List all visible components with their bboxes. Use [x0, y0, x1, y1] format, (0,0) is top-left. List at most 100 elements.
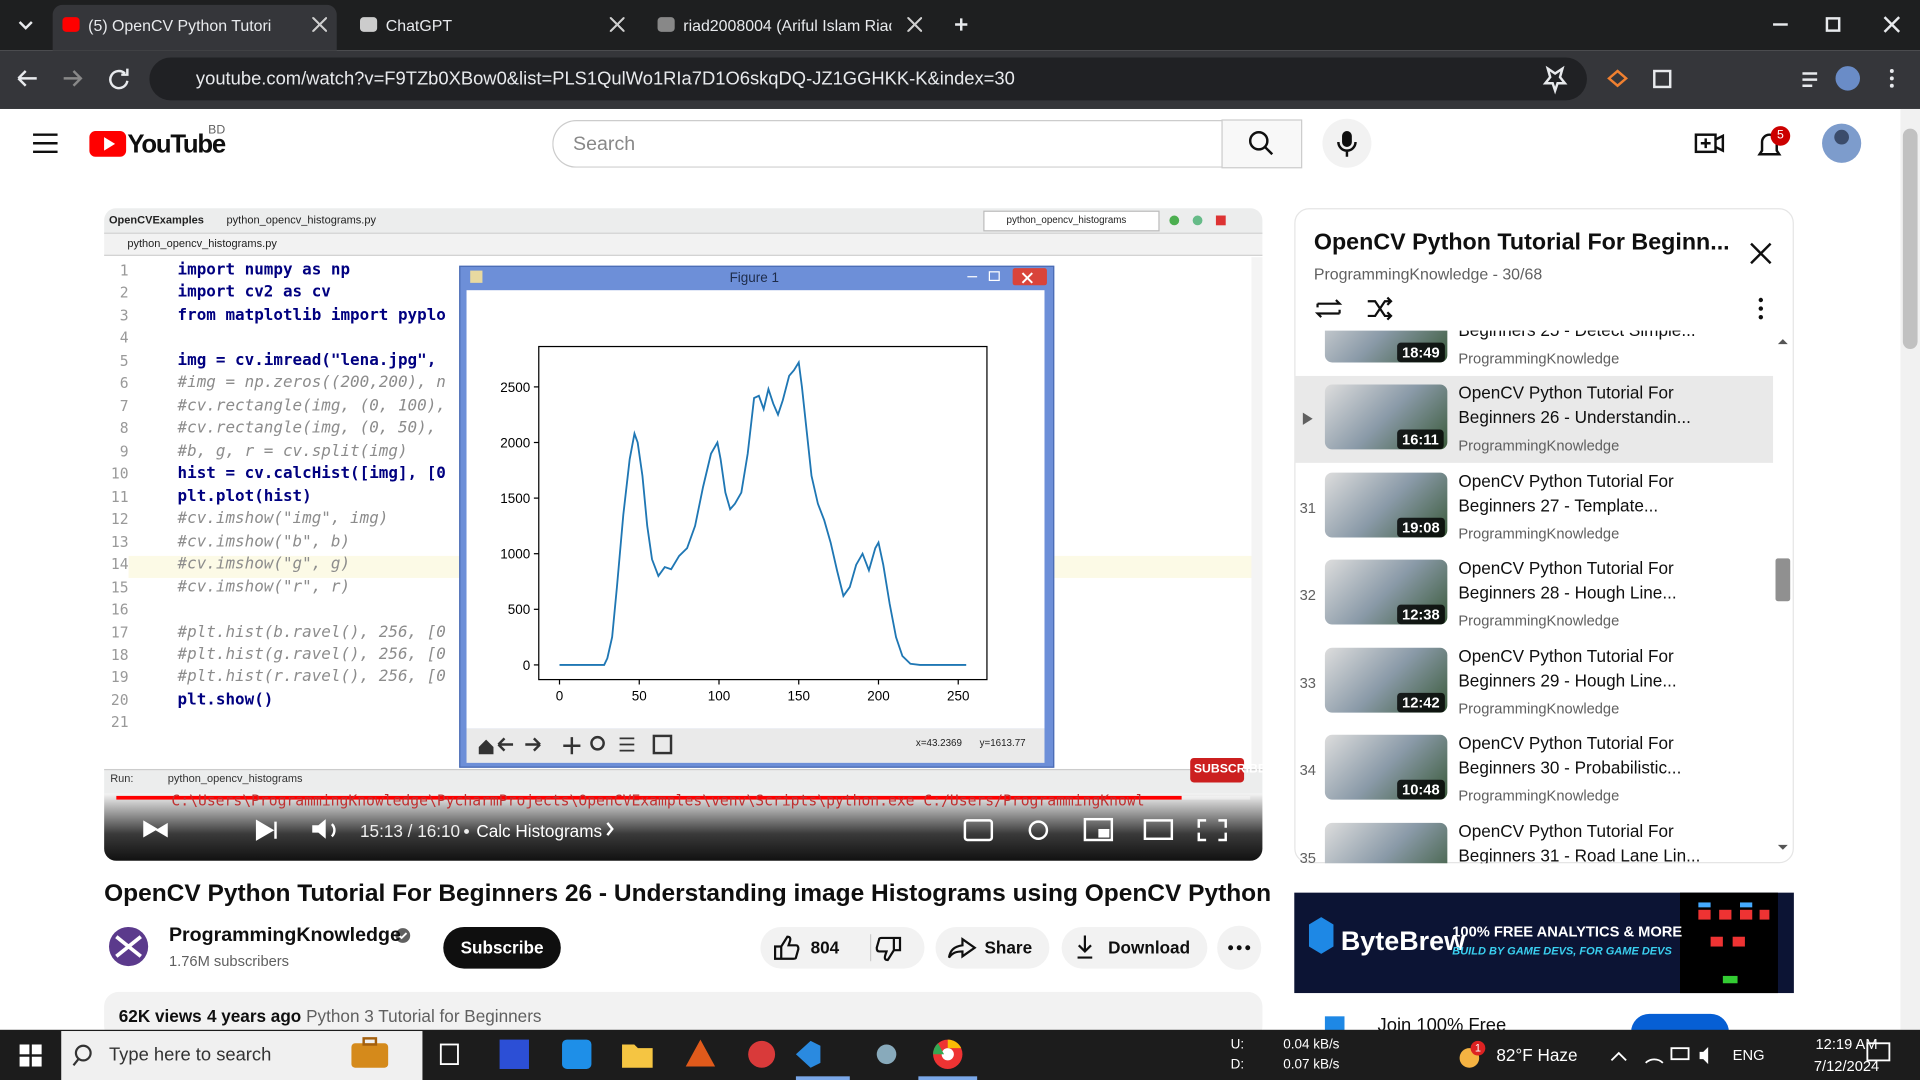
- line-number: 10: [110, 465, 129, 483]
- item-title[interactable]: OpenCV Python Tutorial For: [1458, 557, 1674, 578]
- item-channel: ProgrammingKnowledge: [1458, 525, 1620, 543]
- code-line: #img = np.zeros((200,200), n: [177, 374, 446, 393]
- item-title[interactable]: OpenCV Python Tutorial For: [1458, 821, 1674, 841]
- item-title[interactable]: Beginners 29 - Hough Line...: [1458, 670, 1677, 691]
- item-title[interactable]: Beginners 31 - Road Lane Lin...: [1458, 845, 1701, 864]
- clock-date[interactable]: 7/12/2024: [1813, 1057, 1880, 1075]
- y-tick-label: 2500: [500, 380, 530, 395]
- tab-title: ChatGPT: [385, 16, 453, 35]
- run-tab: python_opencv_histograms: [167, 772, 303, 785]
- line-number: 16: [110, 601, 129, 619]
- code-line: #cv.imshow("r", r): [177, 577, 351, 597]
- item-title[interactable]: Beginners 30 - Probabilistic...: [1458, 757, 1682, 778]
- item-thumbnail[interactable]: [1324, 822, 1448, 864]
- x-tick-label: 200: [867, 688, 889, 703]
- run-config: python_opencv_histograms: [1006, 214, 1127, 226]
- tab-close[interactable]: [312, 17, 327, 32]
- x-tick-label: 150: [788, 688, 810, 703]
- time-display: 15:13 / 16:10: [360, 821, 461, 841]
- subscriber-count: 1.76M subscribers: [168, 952, 290, 970]
- item-title[interactable]: OpenCV Python Tutorial For: [1458, 732, 1674, 753]
- action-icons: [108, 925, 1262, 970]
- playlist-panel: [1294, 208, 1794, 864]
- page-scroll-thumb[interactable]: [1902, 128, 1918, 349]
- chapter-title[interactable]: Calc Histograms: [476, 821, 603, 841]
- download-button[interactable]: Download: [1108, 937, 1191, 958]
- weather-badge: 1: [1474, 1041, 1482, 1054]
- figure-toolbar: [466, 728, 1045, 763]
- code-line: plt.show(): [177, 690, 274, 710]
- item-title[interactable]: OpenCV Python Tutorial For: [1458, 470, 1674, 491]
- item-duration: 12:42: [1397, 692, 1445, 713]
- language[interactable]: ENG: [1732, 1046, 1765, 1064]
- channel-name[interactable]: ProgrammingKnowledge: [168, 924, 401, 946]
- tab-close[interactable]: [907, 17, 923, 32]
- line-number: 9: [119, 442, 129, 460]
- playlist-scrollbar[interactable]: [1775, 558, 1791, 602]
- tab-favicon: [62, 17, 80, 32]
- like-count[interactable]: 804: [810, 937, 840, 958]
- histogram-line: [559, 359, 967, 666]
- cursor-x: x=43.2369: [915, 737, 962, 749]
- code-line: #cv.imshow("g", g): [177, 555, 351, 574]
- item-index: 31: [1299, 499, 1316, 517]
- run-label: Run:: [110, 772, 134, 785]
- item-title[interactable]: OpenCV Python Tutorial For: [1458, 646, 1674, 666]
- code-line: from matplotlib import pyplo: [177, 306, 446, 325]
- code-line: #plt.hist(b.ravel(), 256, [0: [177, 622, 446, 642]
- tab-title: (5) OpenCV Python Tutorial: [88, 16, 272, 35]
- line-number: 6: [119, 374, 129, 393]
- item-duration: 16:11: [1397, 429, 1444, 450]
- weather[interactable]: 82°F Haze: [1496, 1045, 1578, 1065]
- url: youtube.com/watch?v=F9TZb0XBow0&list=PLS…: [195, 68, 1015, 90]
- ad-headline: 100% FREE ANALYTICS & MORE: [1452, 923, 1683, 941]
- search-box[interactable]: [552, 120, 1223, 168]
- y-tick-label: 2000: [500, 435, 530, 450]
- share-button[interactable]: Share: [984, 937, 1033, 958]
- item-channel: ProgrammingKnowledge: [1458, 787, 1620, 805]
- editor-tabs: [104, 233, 1263, 256]
- yt-logo[interactable]: YouTube: [127, 130, 226, 159]
- separator-dot: [464, 828, 469, 834]
- code-line: hist = cv.calcHist([img], [0: [177, 464, 446, 483]
- line-number: 19: [110, 668, 129, 687]
- line-number: 7: [119, 397, 129, 415]
- x-tick-label: 50: [632, 688, 647, 703]
- now-playing-marker: [1302, 412, 1313, 425]
- item-channel: ProgrammingKnowledge: [1458, 349, 1620, 368]
- item-title[interactable]: OpenCV Python Tutorial For: [1458, 382, 1674, 403]
- y-tick-label: 1000: [500, 547, 530, 562]
- figure-title: Figure 1: [729, 271, 779, 286]
- playlist-tag[interactable]: Python 3 Tutorial for Beginners: [306, 1006, 542, 1026]
- item-index: 34: [1299, 761, 1316, 779]
- playlist-title[interactable]: OpenCV Python Tutorial For Beginn...: [1313, 229, 1730, 256]
- code-line: plt.plot(hist): [177, 487, 312, 506]
- tab-close[interactable]: [609, 17, 625, 32]
- taskbar-icons: [19, 1037, 1891, 1080]
- taskbar-search-placeholder: Type here to search: [108, 1044, 272, 1066]
- figure-canvas: [466, 290, 1045, 729]
- cursor-y: y=1613.77: [979, 737, 1026, 749]
- video-player[interactable]: 1 import numpy as np 2 import cv2 as cv 3 fro…: [104, 208, 1263, 861]
- address-bar[interactable]: [149, 57, 1587, 101]
- item-title[interactable]: Beginners 25 - Detect Simple...: [1458, 331, 1695, 341]
- subscribe-button[interactable]: Subscribe: [460, 937, 544, 958]
- item-duration: 18:49: [1397, 342, 1445, 363]
- line-number: 2: [119, 284, 129, 302]
- line-number: 8: [119, 420, 129, 438]
- subscribe-watermark: SUBSCRIBE: [1193, 762, 1267, 777]
- breadcrumb-file: python_opencv_histograms.py: [226, 213, 377, 227]
- tab[interactable]: [52, 4, 337, 51]
- tab-favicon: [360, 17, 378, 32]
- line-number: 3: [119, 307, 129, 325]
- item-title[interactable]: Beginners 28 - Hough Line...: [1458, 582, 1677, 602]
- code-line: #b, g, r = cv.split(img): [177, 441, 408, 461]
- x-tick-label: 250: [947, 688, 969, 703]
- item-title[interactable]: Beginners 27 - Template...: [1458, 495, 1659, 516]
- item-title[interactable]: Beginners 26 - Understandin...: [1458, 407, 1691, 427]
- clock-time[interactable]: 12:19 AM: [1815, 1035, 1878, 1053]
- code-line: import numpy as np: [177, 261, 351, 280]
- line-number: 18: [110, 646, 129, 664]
- item-index: 35: [1299, 849, 1316, 864]
